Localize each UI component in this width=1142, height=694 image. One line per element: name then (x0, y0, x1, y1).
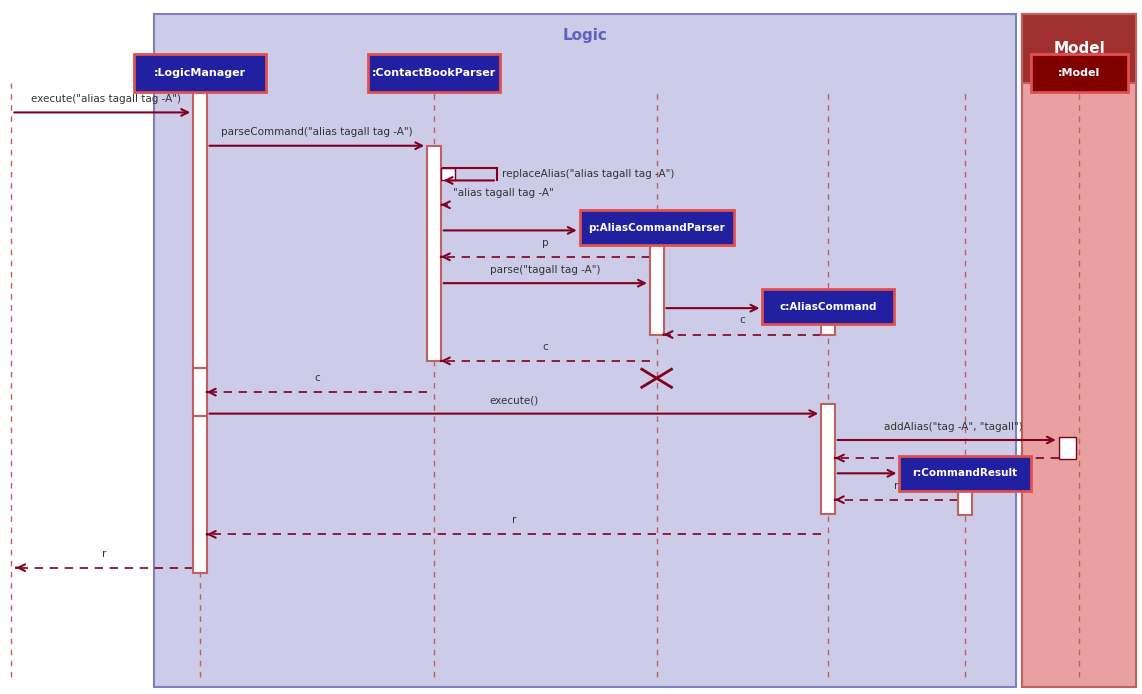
Bar (135, 53, 265, 92)
Text: replaceAlias("alias tagall tag -A"): replaceAlias("alias tagall tag -A") (502, 169, 675, 179)
Text: r: r (894, 481, 899, 491)
Bar (154, 14, 1016, 687)
Text: c:AliasCommand: c:AliasCommand (779, 302, 877, 312)
Bar (1022, 14, 1136, 687)
Bar (427, 146, 441, 361)
Bar (650, 244, 664, 335)
Text: :ContactBookParser: :ContactBookParser (372, 68, 496, 78)
Bar (958, 487, 972, 515)
Bar (579, 210, 733, 245)
Bar (821, 404, 835, 514)
Text: parseCommand("alias tagall tag -A"): parseCommand("alias tagall tag -A") (222, 128, 412, 137)
Text: addAlias("tag -A", "tagall"): addAlias("tag -A", "tagall") (884, 422, 1023, 432)
Bar (1022, 14, 1136, 83)
Text: :LogicManager: :LogicManager (154, 68, 246, 78)
Text: p:AliasCommandParser: p:AliasCommandParser (588, 223, 725, 232)
Text: execute(): execute() (489, 396, 539, 405)
Text: r: r (103, 549, 106, 559)
Text: Model: Model (1053, 41, 1105, 56)
Text: "alias tagall tag -A": "alias tagall tag -A" (453, 188, 554, 198)
Text: execute("alias tagall tag -A"): execute("alias tagall tag -A") (31, 94, 180, 104)
Text: parse("tagall tag -A"): parse("tagall tag -A") (490, 265, 601, 275)
Bar (193, 368, 207, 416)
Text: :Model: :Model (1059, 68, 1100, 78)
Bar (763, 289, 893, 324)
Text: Logic: Logic (563, 28, 608, 43)
Text: c: c (314, 373, 320, 383)
Bar (900, 456, 1030, 491)
Bar (1030, 53, 1127, 92)
Bar (1059, 437, 1076, 459)
Text: r:CommandResult: r:CommandResult (912, 468, 1018, 478)
Bar (193, 90, 207, 573)
Text: r: r (512, 516, 516, 525)
Bar (821, 318, 835, 335)
Bar (368, 53, 500, 92)
Text: p: p (542, 238, 548, 248)
Text: c: c (739, 316, 746, 325)
Text: c: c (542, 342, 548, 352)
Bar (441, 168, 455, 180)
